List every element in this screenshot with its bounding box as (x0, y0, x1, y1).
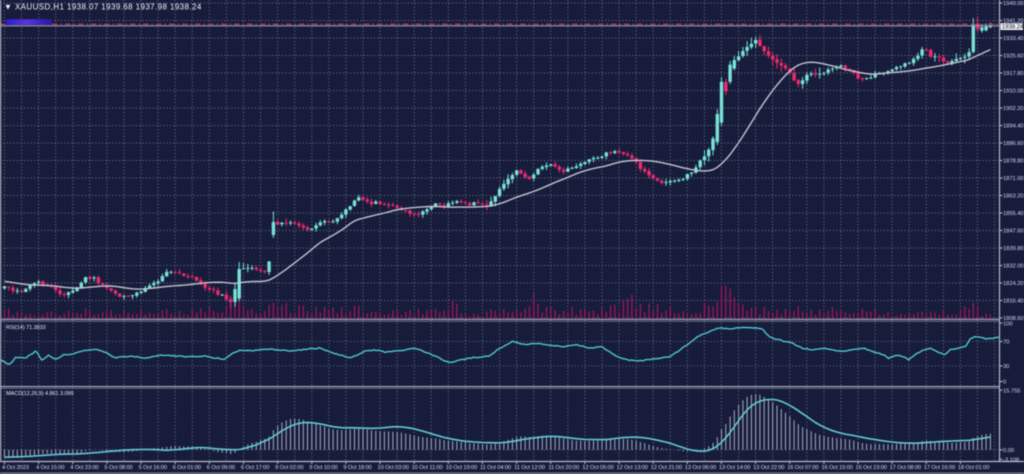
svg-text:15.755: 15.755 (1003, 388, 1021, 394)
svg-text:10 Oct 11:00: 10 Oct 11:00 (412, 465, 443, 471)
svg-text:100: 100 (1003, 321, 1013, 327)
svg-text:1917.80: 1917.80 (1003, 71, 1024, 77)
svg-text:1938.24: 1938.24 (1002, 24, 1024, 30)
svg-text:12 Oct 05:00: 12 Oct 05:00 (582, 465, 613, 471)
svg-text:12 Oct 13:00: 12 Oct 13:00 (617, 465, 648, 471)
svg-text:11 Oct 04:00: 11 Oct 04:00 (480, 465, 511, 471)
svg-text:-3.108: -3.108 (1003, 458, 1020, 464)
svg-text:1824.20: 1824.20 (1003, 281, 1024, 287)
svg-text:1878.80: 1878.80 (1003, 159, 1024, 165)
svg-text:6 Oct 17:00: 6 Oct 17:00 (241, 465, 269, 471)
svg-text:11 Oct 20:00: 11 Oct 20:00 (548, 465, 579, 471)
svg-text:16 Oct 07:00: 16 Oct 07:00 (787, 465, 818, 471)
svg-text:0.00: 0.00 (1003, 448, 1015, 454)
svg-text:▼ XAUUSD,H1 1938.07 1939.68 1: ▼ XAUUSD,H1 1938.07 1939.68 1937.98 1938… (4, 3, 202, 12)
svg-text:1839.80: 1839.80 (1003, 246, 1024, 252)
svg-text:1894.40: 1894.40 (1003, 124, 1024, 130)
svg-text:1832.00: 1832.00 (1003, 264, 1024, 270)
svg-text:9 Oct 10:00: 9 Oct 10:00 (309, 465, 337, 471)
svg-text:30: 30 (1003, 364, 1010, 370)
svg-text:0: 0 (1003, 380, 1007, 386)
svg-text:1871.00: 1871.00 (1003, 176, 1024, 182)
svg-text:1925.60: 1925.60 (1003, 54, 1024, 60)
svg-text:4 Oct 15:00: 4 Oct 15:00 (36, 465, 64, 471)
svg-text:12 Oct 21:00: 12 Oct 21:00 (651, 465, 682, 471)
svg-text:10 Oct 19:00: 10 Oct 19:00 (446, 465, 477, 471)
svg-text:9 Oct 02:00: 9 Oct 02:00 (275, 465, 303, 471)
svg-text:1855.40: 1855.40 (1003, 211, 1024, 217)
svg-text:6 Oct 01:00: 6 Oct 01:00 (173, 465, 201, 471)
svg-text:4 Oct 23:00: 4 Oct 23:00 (70, 465, 98, 471)
svg-text:1808.60: 1808.60 (1003, 316, 1024, 322)
svg-text:18 Oct 01:00: 18 Oct 01:00 (958, 465, 989, 471)
svg-text:1847.60: 1847.60 (1003, 229, 1024, 235)
svg-text:1886.60: 1886.60 (1003, 141, 1024, 147)
svg-text:11 Oct 12:00: 11 Oct 12:00 (514, 465, 545, 471)
svg-text:70: 70 (1003, 340, 1010, 346)
svg-text:17 Oct 08:00: 17 Oct 08:00 (890, 465, 921, 471)
svg-text:10 Oct 03:00: 10 Oct 03:00 (378, 465, 409, 471)
svg-text:17 Oct 16:00: 17 Oct 16:00 (924, 465, 955, 471)
svg-text:6 Oct 09:00: 6 Oct 09:00 (207, 465, 235, 471)
svg-text:13 Oct 22:00: 13 Oct 22:00 (753, 465, 784, 471)
svg-text:1863.20: 1863.20 (1003, 194, 1024, 200)
svg-text:1949.00: 1949.00 (1003, 1, 1024, 7)
svg-text:1933.40: 1933.40 (1003, 36, 1024, 42)
svg-text:MACD(12,26,9) 4.861 3.099: MACD(12,26,9) 4.861 3.099 (6, 391, 74, 397)
svg-text:1816.40: 1816.40 (1003, 299, 1024, 305)
svg-text:5 Oct 08:00: 5 Oct 08:00 (104, 465, 132, 471)
svg-text:1902.20: 1902.20 (1003, 106, 1024, 112)
svg-text:4 Oct 2023: 4 Oct 2023 (2, 465, 29, 471)
svg-text:9 Oct 18:00: 9 Oct 18:00 (343, 465, 371, 471)
svg-text:RSI(14) 71.3833: RSI(14) 71.3833 (6, 325, 46, 331)
svg-text:5 Oct 16:00: 5 Oct 16:00 (139, 465, 167, 471)
svg-text:13 Oct 14:00: 13 Oct 14:00 (719, 465, 750, 471)
svg-text:1910.00: 1910.00 (1003, 89, 1024, 95)
svg-text:16 Oct 23:00: 16 Oct 23:00 (856, 465, 887, 471)
svg-text:1941.20: 1941.20 (1003, 19, 1024, 25)
svg-text:16 Oct 15:00: 16 Oct 15:00 (821, 465, 852, 471)
svg-text:13 Oct 06:00: 13 Oct 06:00 (685, 465, 716, 471)
